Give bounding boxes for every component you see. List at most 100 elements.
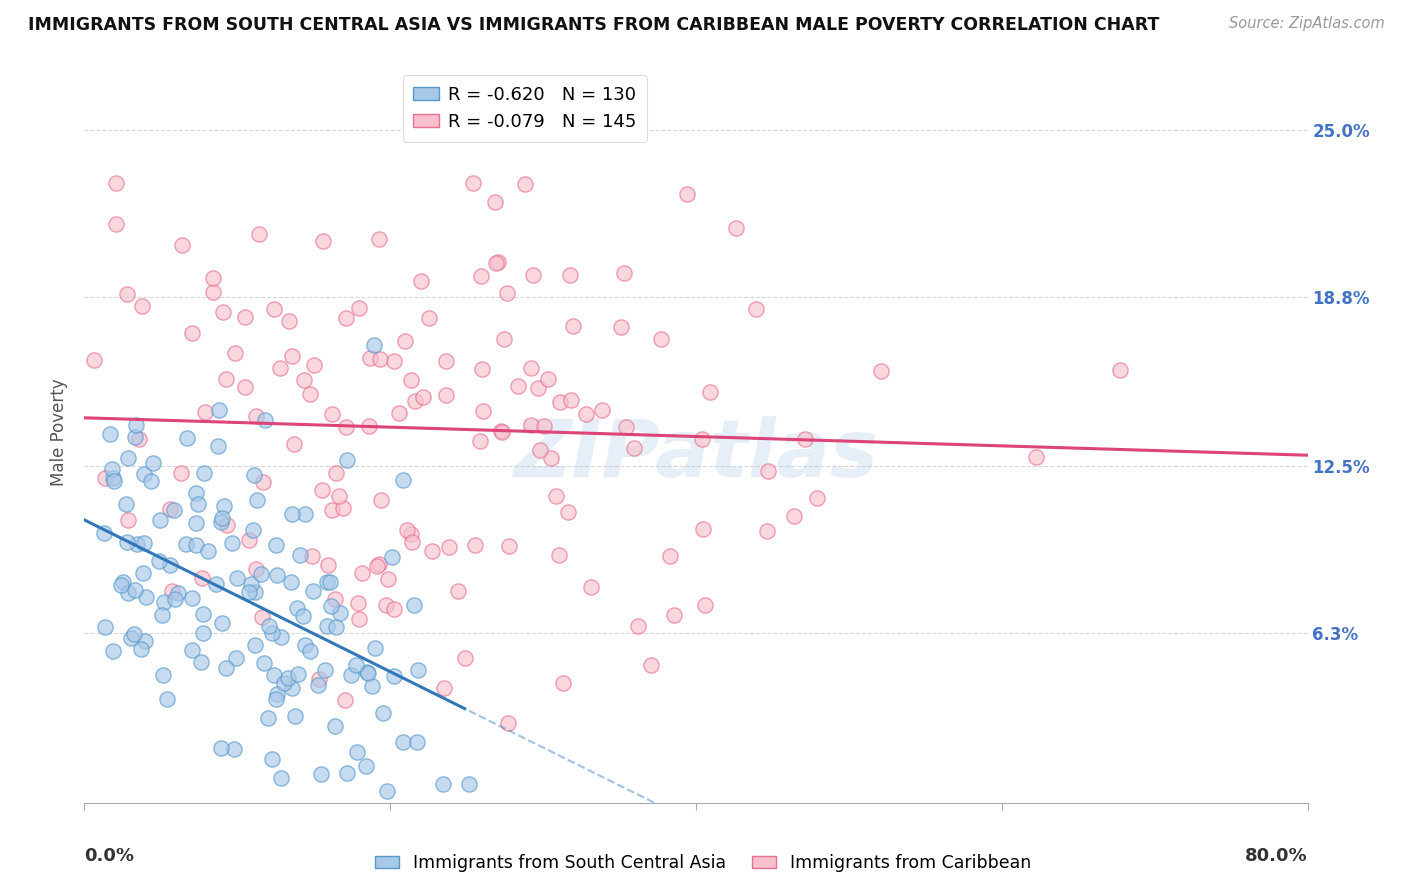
Point [484, 195, 506, 210]
Point [150, 607, 173, 622]
Point [246, 492, 269, 507]
Point [434, 354, 457, 368]
Point [280, 349, 302, 363]
Point [277, 314, 299, 328]
Point [273, 676, 295, 690]
Point [321, 407, 343, 421]
Point [221, 536, 243, 550]
Point [117, 586, 139, 600]
Point [325, 467, 347, 481]
Point [233, 310, 256, 324]
Point [560, 393, 582, 408]
Point [120, 631, 142, 645]
Point [368, 352, 391, 367]
Point [98, 427, 121, 442]
Point [201, 285, 224, 299]
Point [382, 669, 405, 683]
Point [650, 332, 672, 346]
Point [870, 364, 893, 378]
Point [148, 554, 170, 568]
Point [471, 361, 494, 376]
Point [395, 523, 418, 537]
Point [544, 489, 567, 503]
Point [205, 576, 228, 591]
Point [170, 466, 193, 480]
Point [224, 742, 246, 756]
Point [174, 537, 197, 551]
Point [117, 287, 139, 301]
Point [613, 266, 636, 280]
Point [548, 394, 571, 409]
Point [350, 566, 373, 581]
Point [160, 583, 183, 598]
Point [1109, 362, 1132, 376]
Point [485, 255, 508, 269]
Point [103, 474, 125, 488]
Point [391, 473, 413, 487]
Point [553, 675, 575, 690]
Point [318, 558, 340, 572]
Point [526, 381, 548, 395]
Point [312, 234, 335, 248]
Point [347, 301, 370, 316]
Point [124, 429, 146, 443]
Point [783, 508, 806, 523]
Point [316, 575, 339, 590]
Point [381, 550, 404, 565]
Point [336, 766, 359, 780]
Point [382, 602, 405, 616]
Point [399, 373, 422, 387]
Point [263, 668, 285, 682]
Point [239, 577, 262, 591]
Point [194, 405, 217, 419]
Point [214, 372, 236, 386]
Point [105, 217, 128, 231]
Point [191, 571, 214, 585]
Point [522, 268, 544, 282]
Point [225, 571, 247, 585]
Point [793, 432, 815, 446]
Point [260, 625, 283, 640]
Point [693, 598, 716, 612]
Point [591, 402, 613, 417]
Point [287, 601, 309, 615]
Point [321, 503, 343, 517]
Point [409, 275, 432, 289]
Point [433, 681, 456, 695]
Point [470, 434, 492, 449]
Point [254, 413, 277, 427]
Point [215, 661, 238, 675]
Point [323, 719, 346, 733]
Point [692, 432, 714, 446]
Point [347, 612, 370, 626]
Point [156, 692, 179, 706]
Point [110, 578, 132, 592]
Point [224, 346, 246, 360]
Point [135, 590, 157, 604]
Point [283, 437, 305, 451]
Point [314, 663, 336, 677]
Point [208, 403, 231, 417]
Point [159, 558, 181, 572]
Point [367, 232, 389, 246]
Point [209, 516, 232, 530]
Point [266, 568, 288, 582]
Point [610, 319, 633, 334]
Point [405, 735, 427, 749]
Point [366, 559, 388, 574]
Point [209, 741, 232, 756]
Text: ZIPatlas: ZIPatlas [513, 416, 879, 494]
Point [153, 595, 176, 609]
Point [401, 535, 423, 549]
Point [184, 516, 207, 531]
Point [537, 372, 560, 386]
Point [382, 354, 405, 368]
Point [217, 517, 239, 532]
Point [249, 566, 271, 581]
Point [280, 575, 302, 590]
Point [311, 483, 333, 498]
Point [363, 640, 385, 655]
Point [257, 619, 280, 633]
Point [302, 358, 325, 372]
Point [454, 651, 477, 665]
